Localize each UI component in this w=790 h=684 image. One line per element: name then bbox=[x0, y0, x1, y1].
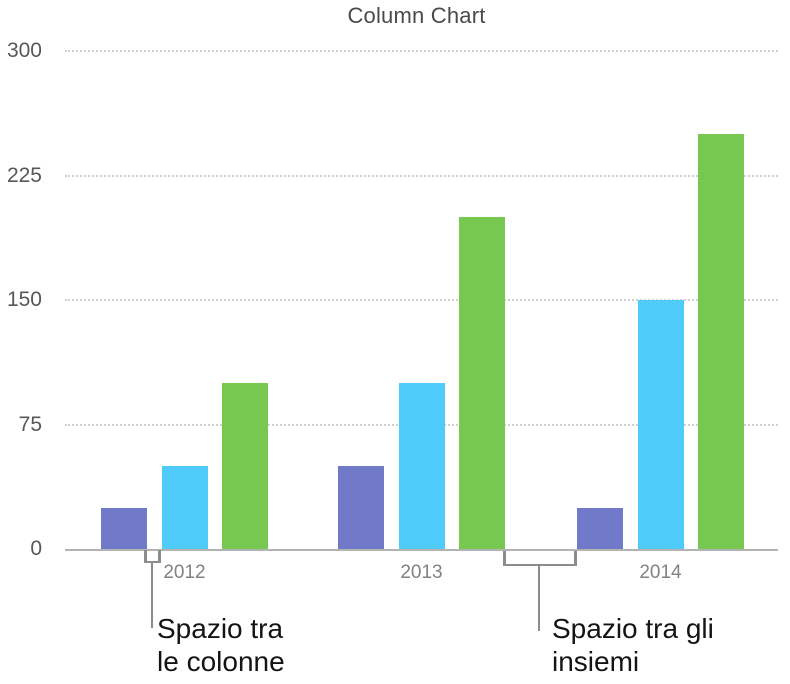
gridline-300 bbox=[65, 50, 778, 52]
gridline-225 bbox=[65, 174, 778, 177]
set-gap-bracket-right-tick bbox=[574, 551, 577, 566]
column-gap-label: Spazio tra le colonne bbox=[157, 612, 285, 678]
gridline-150 bbox=[65, 299, 778, 301]
x-axis-tick-label-2013: 2013 bbox=[400, 562, 443, 583]
bar-2014-series-1 bbox=[577, 507, 623, 549]
bar-2013-series-2 bbox=[398, 383, 445, 549]
x-axis-tick-label-2012: 2012 bbox=[163, 562, 206, 583]
column-gap-label-line2: le colonne bbox=[157, 646, 285, 677]
bar-2014-series-3 bbox=[698, 134, 744, 549]
column-gap-label-line1: Spazio tra bbox=[157, 613, 284, 644]
set-gap-label-line1: Spazio tra gli bbox=[552, 613, 714, 644]
set-gap-bracket-stem bbox=[537, 563, 540, 631]
x-axis-line bbox=[65, 549, 778, 551]
column-gap-bracket-stem bbox=[150, 560, 153, 628]
bar-2013-series-3 bbox=[459, 217, 505, 549]
y-axis-tick-label-75: 75 bbox=[18, 412, 42, 436]
set-gap-label-line2: insiemi bbox=[552, 646, 640, 677]
y-axis-tick-label-225: 225 bbox=[6, 163, 42, 187]
set-gap-bracket-left-tick bbox=[503, 551, 506, 566]
y-axis-tick-label-0: 0 bbox=[30, 537, 42, 560]
x-axis-tick-label-2014: 2014 bbox=[639, 562, 682, 583]
column-gap-bracket-left-tick bbox=[144, 550, 147, 563]
bar-2012-series-1 bbox=[101, 507, 147, 549]
set-gap-label: Spazio tra gli insiemi bbox=[552, 612, 714, 678]
bar-2013-series-1 bbox=[338, 466, 384, 549]
bar-2014-series-2 bbox=[637, 300, 684, 549]
chart-title: Column Chart bbox=[347, 3, 486, 28]
bar-2012-series-2 bbox=[161, 466, 208, 549]
bar-2012-series-3 bbox=[222, 383, 268, 549]
y-axis-tick-label-300: 300 bbox=[6, 39, 42, 62]
column-gap-bracket-right-tick bbox=[158, 550, 161, 563]
y-axis-tick-label-150: 150 bbox=[6, 288, 42, 311]
